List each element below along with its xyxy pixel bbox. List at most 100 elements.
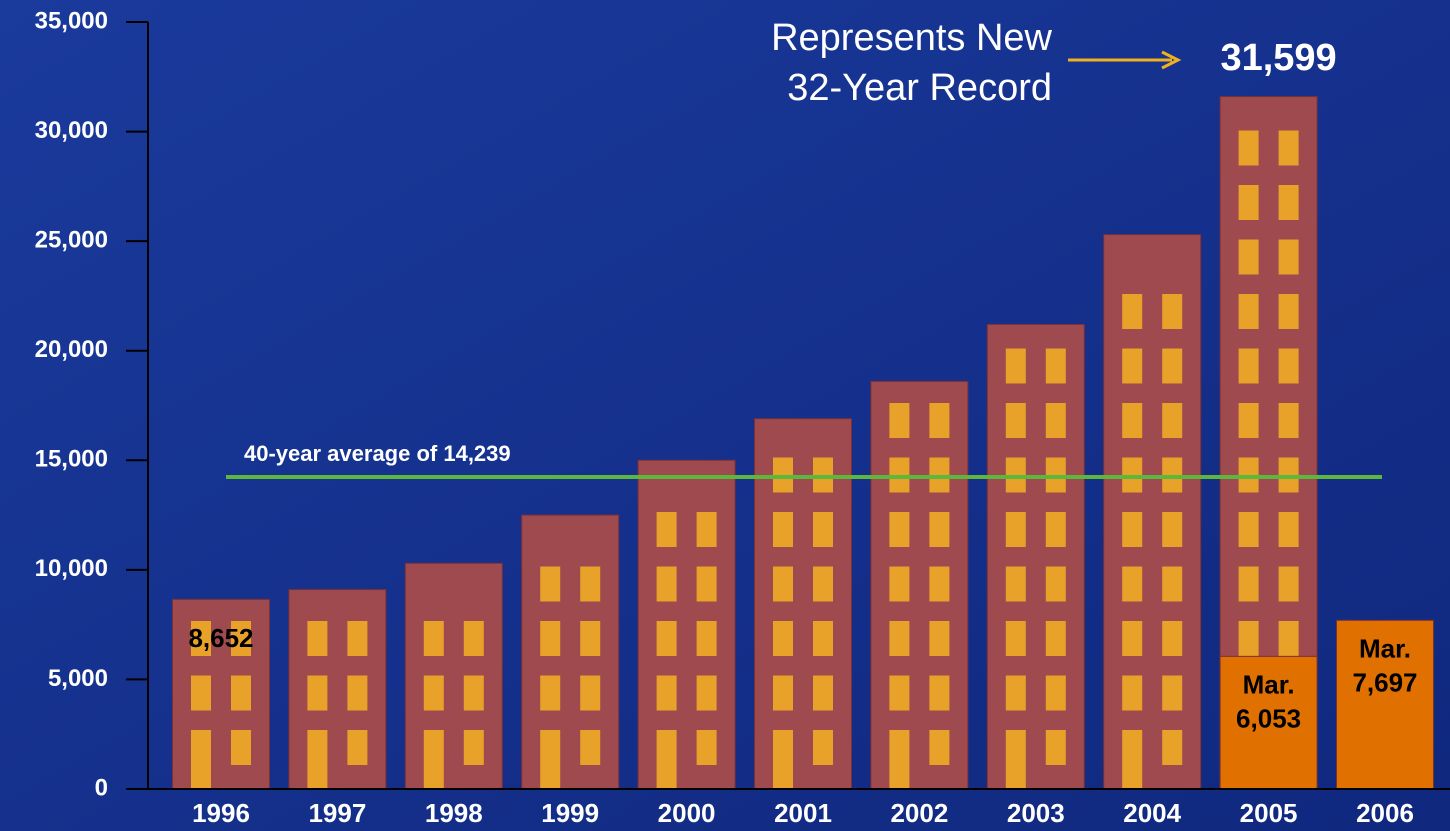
window bbox=[1162, 348, 1183, 384]
bar bbox=[986, 323, 1085, 790]
bar bbox=[1219, 655, 1318, 790]
window bbox=[1122, 675, 1143, 711]
value-label: Mar. 7,697 bbox=[1352, 633, 1417, 697]
bar bbox=[521, 514, 620, 790]
window bbox=[813, 675, 833, 711]
window bbox=[580, 730, 601, 765]
window bbox=[1122, 294, 1143, 329]
window bbox=[696, 566, 717, 602]
window bbox=[1045, 675, 1066, 711]
y-tick-label: 10,000 bbox=[35, 555, 108, 582]
window bbox=[1122, 403, 1143, 438]
window bbox=[1045, 566, 1066, 602]
label-line: 7,697 bbox=[1352, 667, 1417, 697]
x-tick-label: 2002 bbox=[890, 798, 948, 828]
y-tick-label: 5,000 bbox=[48, 665, 108, 692]
window bbox=[1005, 348, 1026, 384]
window bbox=[696, 730, 717, 765]
window bbox=[423, 730, 444, 789]
x-tick-label: 2001 bbox=[774, 798, 832, 828]
window bbox=[191, 730, 211, 789]
window bbox=[1045, 348, 1066, 384]
window bbox=[1238, 512, 1259, 547]
window bbox=[580, 621, 601, 656]
window bbox=[773, 512, 793, 547]
window bbox=[347, 621, 368, 656]
bar bbox=[404, 562, 503, 790]
window bbox=[1162, 621, 1183, 656]
window bbox=[929, 566, 950, 602]
bar bbox=[1103, 234, 1202, 790]
window bbox=[1005, 403, 1026, 438]
window bbox=[929, 730, 950, 765]
window bbox=[540, 621, 561, 656]
bar bbox=[288, 589, 387, 790]
window bbox=[347, 675, 368, 711]
window bbox=[813, 512, 833, 547]
window bbox=[1238, 130, 1259, 166]
window bbox=[580, 566, 601, 602]
window bbox=[231, 675, 251, 711]
window bbox=[1122, 566, 1143, 602]
window bbox=[1162, 294, 1183, 329]
window bbox=[540, 566, 561, 602]
window bbox=[1238, 294, 1259, 329]
window bbox=[1045, 621, 1066, 656]
window bbox=[1238, 566, 1259, 602]
window bbox=[231, 621, 251, 656]
window bbox=[889, 512, 910, 547]
label-line: Mar. bbox=[1359, 633, 1411, 663]
window bbox=[773, 621, 793, 656]
window bbox=[1162, 730, 1183, 765]
window bbox=[307, 621, 328, 656]
window bbox=[929, 403, 950, 438]
y-tick-label: 15,000 bbox=[35, 446, 108, 473]
window bbox=[813, 566, 833, 602]
window bbox=[1005, 730, 1026, 789]
x-tick-label: 1998 bbox=[425, 798, 483, 828]
window bbox=[1122, 621, 1143, 656]
x-tick-label: 2004 bbox=[1123, 798, 1181, 828]
window bbox=[1278, 621, 1299, 656]
window bbox=[463, 621, 484, 656]
window bbox=[1045, 403, 1066, 438]
window bbox=[307, 675, 328, 711]
window bbox=[423, 675, 444, 711]
window bbox=[1238, 185, 1259, 220]
window bbox=[889, 675, 910, 711]
window bbox=[889, 621, 910, 656]
window bbox=[1122, 348, 1143, 384]
bar bbox=[1336, 619, 1434, 790]
window bbox=[191, 621, 211, 656]
window bbox=[696, 675, 717, 711]
x-tick-label: 2005 bbox=[1240, 798, 1298, 828]
y-tick-label: 30,000 bbox=[35, 117, 108, 144]
window bbox=[1278, 512, 1299, 547]
window bbox=[191, 675, 211, 711]
window bbox=[1045, 730, 1066, 765]
window bbox=[1278, 185, 1299, 220]
window bbox=[1045, 512, 1066, 547]
window bbox=[813, 730, 833, 765]
value-label: 31,599 bbox=[1220, 37, 1336, 79]
window bbox=[656, 730, 677, 789]
window bbox=[929, 512, 950, 547]
window bbox=[1278, 130, 1299, 166]
window bbox=[1005, 621, 1026, 656]
window bbox=[1238, 348, 1259, 384]
bar bbox=[637, 459, 736, 790]
window bbox=[656, 621, 677, 656]
window bbox=[1162, 512, 1183, 547]
window bbox=[1278, 348, 1299, 384]
arrow-head bbox=[1161, 50, 1182, 70]
window bbox=[1162, 675, 1183, 711]
window bbox=[929, 675, 950, 711]
window bbox=[463, 675, 484, 711]
window bbox=[1005, 675, 1026, 711]
window bbox=[773, 675, 793, 711]
window bbox=[1278, 403, 1299, 438]
window bbox=[656, 512, 677, 547]
bar bbox=[754, 418, 852, 790]
